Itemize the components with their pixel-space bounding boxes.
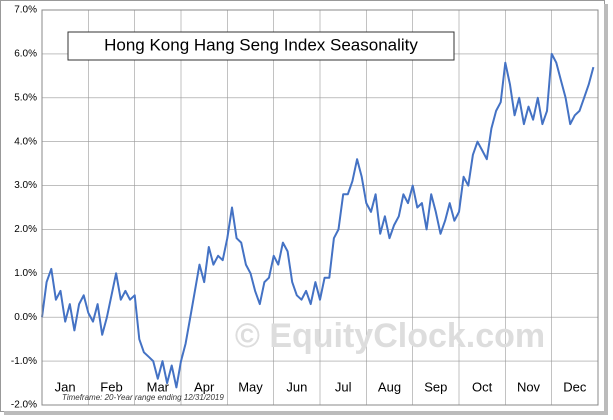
title-box [67, 31, 455, 61]
y-tick-label: 0.0% [14, 312, 37, 323]
x-tick-label: Aug [378, 379, 401, 394]
y-tick-label: 3.0% [14, 180, 37, 191]
x-tick-label: Jun [286, 379, 307, 394]
frame-shadow [4, 411, 608, 415]
x-tick-label: Mar [147, 379, 170, 394]
y-tick-label: -1.0% [11, 356, 37, 367]
y-tick-label: 1.0% [14, 268, 37, 279]
frame-shadow [604, 4, 608, 415]
y-tick-label: 7.0% [14, 5, 37, 16]
series-line [41, 52, 595, 389]
x-tick-label: Apr [194, 379, 215, 394]
x-tick-label: Feb [100, 379, 122, 394]
x-tick-label: Oct [472, 379, 493, 394]
y-tick-label: -2.0% [11, 400, 37, 411]
plot-border [41, 9, 599, 406]
plot [41, 52, 595, 389]
x-tick-label: Jan [55, 379, 76, 394]
watermark: © EquityClock.com [235, 317, 545, 355]
chart-title: Hong Kong Hang Seng Index Seasonality [104, 35, 418, 54]
x-tick-label: Nov [517, 379, 541, 394]
x-tick-label: May [238, 379, 263, 394]
y-tick-label: 2.0% [14, 224, 37, 235]
y-tick-label: 6.0% [14, 49, 37, 60]
footnote: Timeframe: 20-Year range ending 12/31/20… [62, 393, 224, 402]
y-tick-label: 5.0% [14, 92, 37, 103]
x-tick-label: Sep [424, 379, 447, 394]
x-tick-label: Jul [335, 379, 352, 394]
y-tick-label: 4.0% [14, 136, 37, 147]
x-tick-label: Dec [563, 379, 587, 394]
